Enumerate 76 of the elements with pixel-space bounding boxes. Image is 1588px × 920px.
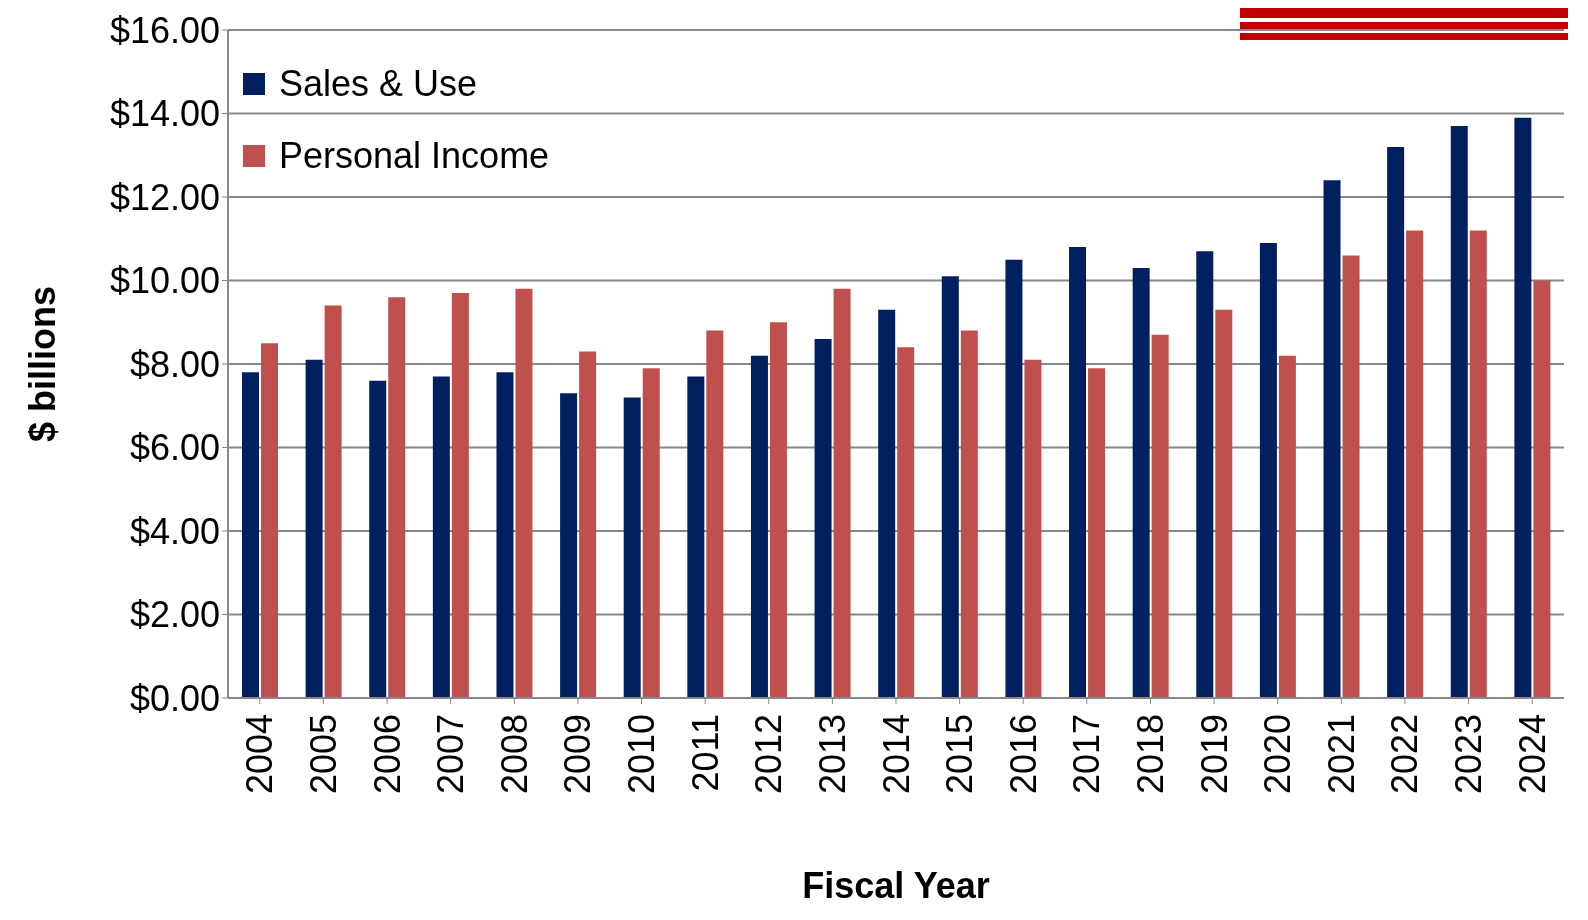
bar (1387, 146, 1405, 698)
bar (432, 376, 450, 698)
y-tick-label: $16.00 (109, 9, 220, 51)
bar (369, 380, 387, 698)
y-tick-label: $6.00 (129, 427, 220, 469)
bar (833, 288, 851, 698)
bar (814, 338, 832, 698)
x-tick-label: 2004 (239, 714, 281, 795)
x-tick-label: 2005 (302, 714, 344, 795)
x-tick-label: 2016 (1002, 714, 1044, 795)
bar (1005, 259, 1023, 698)
bar (1278, 355, 1296, 698)
x-tick-label: 2023 (1448, 714, 1490, 795)
y-tick-label: $12.00 (109, 176, 220, 218)
legend-label: Sales & Use (279, 62, 478, 106)
bar (1469, 230, 1487, 698)
x-tick-label: 2009 (557, 714, 599, 795)
bar (1342, 255, 1360, 698)
x-tick-label: 2012 (748, 714, 790, 795)
legend-label: Personal Income (279, 134, 550, 178)
bar (1132, 267, 1150, 698)
x-tick-label: 2020 (1257, 714, 1299, 795)
y-tick-label: $14.00 (109, 93, 220, 135)
y-tick-label: $4.00 (129, 510, 220, 552)
x-tick-label: 2013 (811, 714, 853, 795)
bar (941, 276, 959, 698)
bar (1215, 309, 1233, 698)
y-tick-label: $10.00 (109, 260, 220, 302)
bar (960, 330, 978, 698)
bar (1514, 117, 1532, 698)
bar (1196, 251, 1214, 698)
bar (261, 343, 278, 698)
bar (1151, 334, 1169, 698)
bar (1069, 247, 1087, 698)
bar (560, 393, 578, 698)
x-axis-title: Fiscal Year (802, 865, 990, 906)
bar (496, 372, 514, 698)
x-tick-label: 2007 (430, 714, 472, 795)
bar (1088, 368, 1106, 698)
bar (1259, 242, 1277, 698)
y-tick-label: $2.00 (129, 594, 220, 636)
bar (305, 359, 323, 698)
bar (388, 297, 406, 698)
x-tick-label: 2006 (366, 714, 408, 795)
bar (1406, 230, 1424, 698)
bar (515, 288, 533, 698)
x-tick-label: 2011 (684, 714, 726, 792)
bar (750, 355, 768, 698)
bar (1323, 180, 1341, 698)
y-axis-title: $ billions (21, 285, 63, 443)
x-tick-label: 2018 (1129, 714, 1171, 795)
x-tick-label: 2024 (1511, 714, 1553, 795)
x-tick-label: 2021 (1320, 714, 1362, 795)
y-tick-label: $0.00 (129, 677, 220, 719)
bar (897, 347, 915, 698)
bar (642, 368, 660, 698)
bar (324, 305, 342, 698)
bar (579, 351, 597, 698)
bar (878, 309, 896, 698)
bar (451, 293, 469, 698)
bar (687, 376, 705, 698)
x-tick-label: 2017 (1066, 714, 1108, 795)
x-tick-label: 2008 (493, 714, 535, 795)
bar (623, 397, 641, 698)
bar (1024, 359, 1042, 698)
bar (1533, 280, 1551, 698)
bar (706, 330, 724, 698)
bar (1450, 126, 1468, 698)
x-tick-label: 2015 (939, 714, 981, 795)
bar (242, 372, 259, 698)
x-tick-label: 2010 (621, 714, 663, 795)
bar (769, 322, 787, 698)
y-tick-label: $8.00 (129, 343, 220, 385)
x-tick-label: 2022 (1384, 714, 1426, 795)
x-tick-label: 2019 (1193, 714, 1235, 795)
x-tick-label: 2014 (875, 714, 917, 795)
